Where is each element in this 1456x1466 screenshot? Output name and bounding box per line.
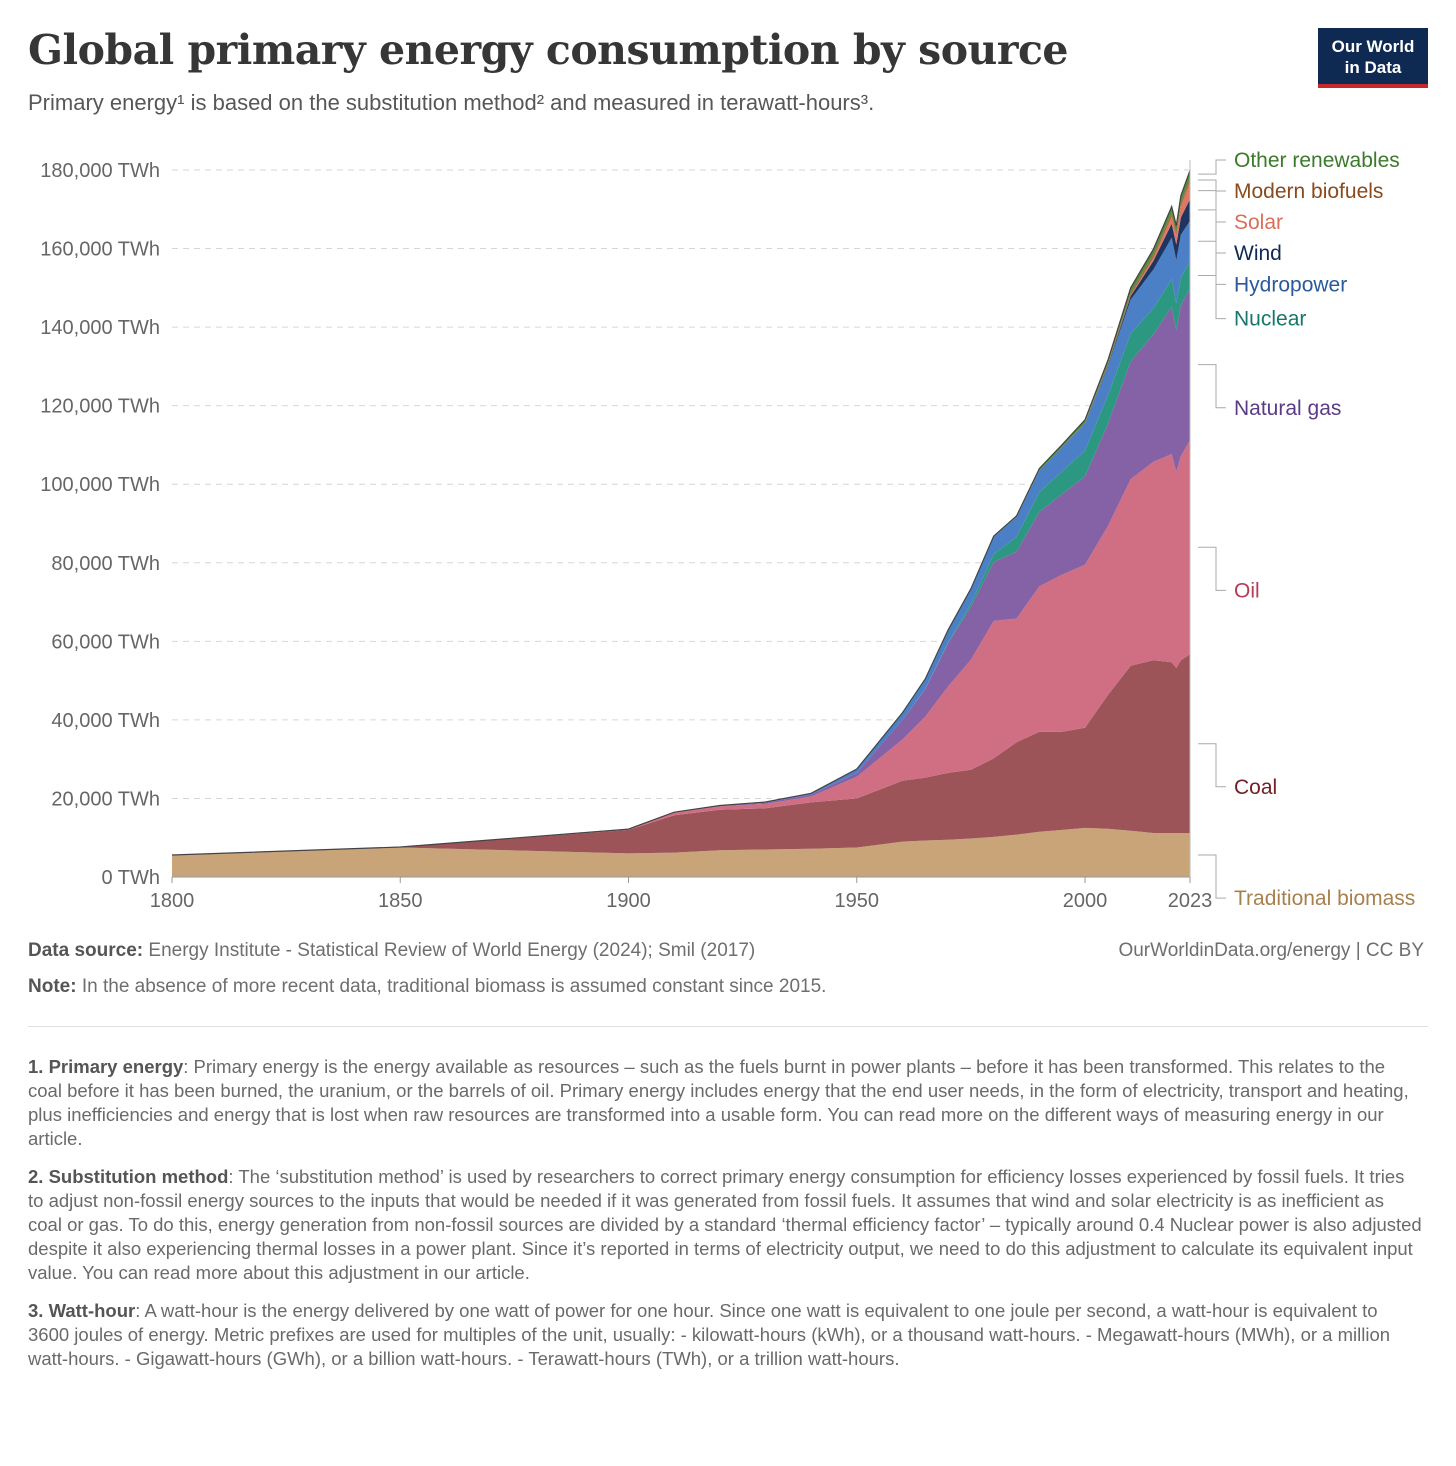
- label-connector: [1198, 209, 1226, 254]
- chart-subtitle: Primary energy¹ is based on the substitu…: [28, 90, 875, 115]
- footnote-2-label: 2. Substitution method: [28, 1166, 229, 1187]
- series-labels: Traditional biomass Coal Oil Natural gas Nuc…: [1198, 149, 1415, 910]
- footnote-2: 2. Substitution method: The ‘substitutio…: [28, 1165, 1423, 1285]
- note-text: In the absence of more recent data, trad…: [81, 976, 827, 997]
- x-tick-label: 2023: [1168, 890, 1213, 912]
- gridlines: 0 TWh 20,000 TWh 40,000 TWh 60,000 TWh 80,00…: [40, 160, 1190, 889]
- series-label-hydropower: Hydropower: [1234, 273, 1347, 296]
- note-label: Note:: [28, 976, 77, 997]
- series-label-modern-biofuels: Modern biofuels: [1234, 180, 1383, 203]
- total-outline: [171, 170, 1191, 856]
- y-tick-label: 60,000 TWh: [51, 631, 160, 653]
- series-label-solar: Solar: [1234, 211, 1283, 234]
- y-tick-label: 20,000 TWh: [51, 788, 160, 810]
- label-connector: [1198, 854, 1226, 899]
- footnote-1-text: : Primary energy is the energy available…: [28, 1056, 1409, 1149]
- label-connector: [1198, 159, 1226, 175]
- area-chart: 0 TWh 20,000 TWh 40,000 TWh 60,000 TWh 80,00…: [40, 149, 1415, 912]
- y-tick-label: 180,000 TWh: [40, 160, 160, 182]
- chart-title: Global primary energy consumption by sou…: [28, 26, 1069, 74]
- label-connector: [1198, 240, 1226, 285]
- series-label-other-renewables: Other renewables: [1234, 149, 1400, 172]
- source-text: Energy Institute - Statistical Review of…: [148, 940, 756, 961]
- y-tick-label: 140,000 TWh: [40, 317, 160, 339]
- chart-note: Note: In the absence of more recent data…: [28, 976, 826, 998]
- x-tick-label: 1950: [835, 890, 880, 912]
- area-traditional-biomass[interactable]: [172, 827, 1190, 877]
- label-connector: [1198, 179, 1226, 192]
- footnote-1: 1. Primary energy: Primary energy is the…: [28, 1055, 1423, 1151]
- x-tick-label: 1900: [606, 890, 651, 912]
- label-connector: [1198, 546, 1226, 591]
- y-tick-label: 120,000 TWh: [40, 396, 160, 418]
- logo-line-1: Our World: [1331, 37, 1415, 56]
- credit-link[interactable]: OurWorldinData.org/energy | CC BY: [1118, 940, 1424, 961]
- y-tick-label: 0 TWh: [101, 867, 160, 889]
- series-label-traditional-biomass: Traditional biomass: [1234, 887, 1415, 910]
- x-tick-label: 1800: [150, 890, 195, 912]
- series-label-coal: Coal: [1234, 776, 1277, 799]
- y-tick-label: 40,000 TWh: [51, 710, 160, 732]
- footnote-1-label: 1. Primary energy: [28, 1056, 184, 1077]
- owid-logo[interactable]: Our World in Data: [1318, 28, 1428, 88]
- label-connector: [1198, 275, 1226, 320]
- y-tick-label: 160,000 TWh: [40, 239, 160, 261]
- footnote-2-text: : The ‘substitution method’ is used by r…: [28, 1166, 1422, 1283]
- source-label: Data source:: [28, 940, 144, 961]
- area-oil[interactable]: [172, 440, 1190, 855]
- series-label-wind: Wind: [1234, 242, 1282, 265]
- x-tick-label: 1850: [378, 890, 423, 912]
- y-tick-label: 80,000 TWh: [51, 553, 160, 575]
- label-connector: [1198, 364, 1226, 409]
- y-tick-label: 100,000 TWh: [40, 474, 160, 496]
- x-tick-label: 2000: [1063, 890, 1108, 912]
- label-connector: [1198, 190, 1226, 223]
- label-connector: [1198, 743, 1226, 788]
- footnote-3-text: : A watt-hour is the energy delivered by…: [28, 1300, 1391, 1369]
- area-coal[interactable]: [172, 654, 1190, 856]
- series-label-natural-gas: Natural gas: [1234, 397, 1341, 420]
- footnote-3-label: 3. Watt-hour: [28, 1300, 136, 1321]
- logo-line-2: in Data: [1344, 58, 1402, 77]
- footer-divider: [28, 1026, 1428, 1027]
- footnotes: 1. Primary energy: Primary energy is the…: [28, 1055, 1423, 1385]
- stacked-areas: [171, 170, 1191, 877]
- x-axis: 1800 1850 1900 1950 2000 2023: [150, 160, 1213, 912]
- series-label-nuclear: Nuclear: [1234, 308, 1306, 331]
- data-source: Data source: Energy Institute - Statisti…: [28, 940, 755, 962]
- footnote-3: 3. Watt-hour: A watt-hour is the energy …: [28, 1299, 1423, 1371]
- series-label-oil: Oil: [1234, 579, 1260, 602]
